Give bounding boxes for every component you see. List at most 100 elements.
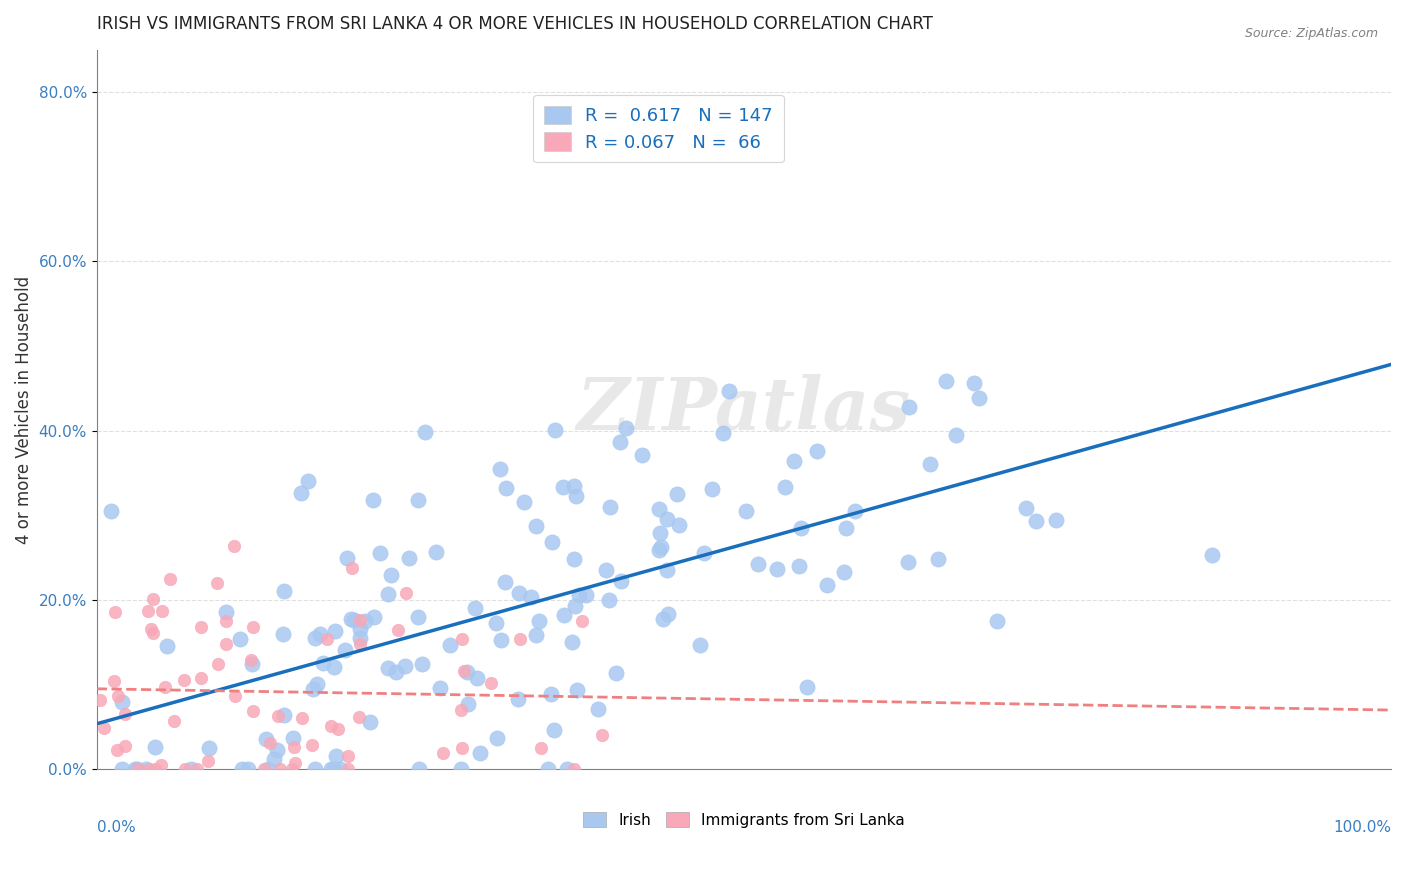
Point — [198, 741, 221, 756]
Text: ZIPatlas: ZIPatlas — [576, 374, 911, 445]
Point — [765, 562, 787, 576]
Point — [1201, 549, 1223, 563]
Point — [918, 457, 941, 471]
Point — [411, 657, 433, 671]
Point — [508, 586, 530, 600]
Point — [163, 714, 186, 729]
Point — [93, 721, 115, 735]
Point — [595, 563, 617, 577]
Point — [333, 642, 356, 657]
Point — [413, 425, 436, 439]
Point — [963, 376, 986, 391]
Point — [553, 608, 575, 623]
Point — [150, 604, 173, 618]
Point — [354, 614, 377, 628]
Point — [190, 620, 212, 634]
Point — [89, 693, 111, 707]
Point — [271, 626, 294, 640]
Point — [790, 521, 813, 535]
Point — [139, 622, 162, 636]
Point — [806, 444, 828, 458]
Point — [408, 493, 430, 508]
Point — [565, 682, 588, 697]
Point — [562, 762, 585, 776]
Point — [368, 546, 391, 560]
Point — [127, 762, 149, 776]
Point — [240, 657, 263, 671]
Point — [349, 613, 371, 627]
Point — [651, 612, 673, 626]
Point — [935, 374, 957, 388]
Point — [361, 492, 384, 507]
Point — [717, 384, 740, 399]
Point — [254, 732, 277, 747]
Point — [290, 485, 312, 500]
Point — [142, 592, 165, 607]
Point — [308, 627, 330, 641]
Point — [591, 728, 613, 742]
Point — [173, 673, 195, 688]
Point — [945, 427, 967, 442]
Point — [215, 614, 238, 628]
Point — [337, 749, 360, 764]
Point — [222, 539, 245, 553]
Point — [305, 677, 328, 691]
Point — [387, 624, 409, 638]
Point — [142, 626, 165, 640]
Point — [1025, 514, 1047, 528]
Point — [485, 616, 508, 631]
Point — [586, 702, 609, 716]
Point — [180, 762, 202, 776]
Point — [541, 534, 564, 549]
Point — [491, 632, 513, 647]
Point — [395, 586, 418, 600]
Point — [385, 665, 408, 680]
Point — [927, 552, 949, 566]
Point — [322, 762, 344, 776]
Point — [349, 710, 371, 724]
Point — [773, 480, 796, 494]
Point — [494, 575, 516, 590]
Point — [267, 709, 290, 723]
Point — [967, 391, 990, 405]
Point — [495, 481, 517, 495]
Point — [105, 743, 128, 757]
Point — [986, 614, 1008, 628]
Point — [599, 500, 621, 514]
Point — [561, 635, 583, 649]
Point — [266, 742, 288, 756]
Point — [451, 740, 474, 755]
Point — [464, 601, 486, 615]
Point — [540, 687, 562, 701]
Y-axis label: 4 or more Vehicles in Household: 4 or more Vehicles in Household — [15, 276, 32, 543]
Text: Source: ZipAtlas.com: Source: ZipAtlas.com — [1244, 27, 1378, 40]
Point — [835, 521, 858, 535]
Point — [104, 605, 127, 619]
Point — [110, 762, 132, 776]
Point — [326, 722, 349, 736]
Point — [650, 540, 672, 554]
Point — [340, 612, 363, 626]
Point — [143, 762, 166, 776]
Point — [263, 752, 285, 766]
Point — [284, 756, 307, 771]
Point — [323, 624, 346, 639]
Point — [450, 762, 472, 776]
Point — [394, 658, 416, 673]
Text: 100.0%: 100.0% — [1333, 820, 1391, 835]
Point — [312, 656, 335, 670]
Point — [138, 762, 160, 776]
Point — [240, 653, 263, 667]
Point — [380, 568, 402, 582]
Point — [564, 599, 586, 613]
Point — [897, 555, 920, 569]
Point — [363, 610, 385, 624]
Point — [657, 607, 679, 621]
Point — [530, 740, 553, 755]
Point — [666, 487, 689, 501]
Point — [336, 762, 359, 776]
Point — [329, 762, 352, 776]
Point — [700, 482, 723, 496]
Point — [657, 511, 679, 525]
Point — [648, 543, 671, 558]
